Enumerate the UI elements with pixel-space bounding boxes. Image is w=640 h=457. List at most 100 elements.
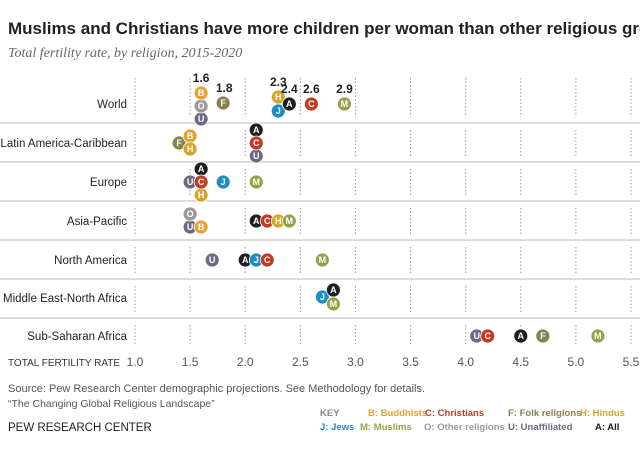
dot-circle [314,252,330,268]
dot-letter: U [473,331,480,341]
dot-letter: C [484,331,491,341]
dot-circle [215,95,231,111]
dot-letter: U [253,151,260,161]
key-item-C: C: Christians [425,408,484,419]
dot-circle [281,213,297,229]
dot-C: C [480,328,496,344]
dot-M: M [248,174,264,190]
x-tick-label: 3.5 [402,355,419,369]
region-row: Europe UH AC J M [90,161,264,203]
dot-circle [204,252,220,268]
region-label: North America [54,255,127,267]
dot-circle [337,96,352,112]
key-item-U: U: Unaffiliated [508,422,573,433]
dot-circle [270,103,286,119]
region-row: Latin America-Caribbean FBH U AC [0,122,264,164]
dot-letter: F [220,98,226,108]
dot-circle [513,328,529,344]
dot-letter: M [286,216,294,226]
key-item-A: A: All [595,422,619,433]
dot-J: J [215,174,231,190]
dot-circle [281,96,297,112]
dot-F: F [171,135,187,151]
dot-A: A [513,328,529,344]
dot-letter: H [275,216,282,226]
dot-C: C [248,135,264,151]
dot-M: M [590,328,606,344]
data-label: 2.9 [336,82,353,96]
dot-letter: U [187,177,194,187]
dot-letter: M [252,177,260,187]
dot-M: M [314,252,330,268]
key-title: KEY [320,408,340,419]
region-label: Sub-Saharan Africa [27,331,127,343]
dot-M: M [337,96,352,112]
dot-M: M [281,213,297,229]
region-label: Latin America-Caribbean [0,138,127,150]
x-tick-label: 2.0 [237,355,254,369]
dot-letter: A [198,164,205,174]
dot-letter: H [187,144,194,154]
key-item-O: O: Other religions [424,422,505,433]
dot-letter: A [330,285,337,295]
dot-letter: U [187,222,194,232]
dot-letter: A [242,255,249,265]
dot-letter: O [198,101,205,111]
dot-circle [480,328,496,344]
data-label: 2.3 [270,75,287,89]
key-item-F: F: Folk religions [508,408,581,419]
dot-circle [215,174,231,190]
dot-letter: C [253,138,260,148]
dot-U: U [182,174,198,190]
dot-letter: J [221,177,226,187]
dot-A: A [193,161,209,177]
dot-letter: F [540,331,546,341]
x-tick-label: 4.0 [457,355,474,369]
region-label: Middle East-North Africa [3,293,128,305]
dot-letter: H [198,190,205,200]
dot-letter: B [187,131,194,141]
dot-circle [182,141,198,157]
dot-circle [182,206,198,222]
dot-letter: C [308,99,315,109]
dot-circle [314,289,330,305]
region-row: Sub-Saharan Africa U C A F M [27,328,606,344]
dot-letter: A [253,125,260,135]
dot-letter: J [276,106,281,116]
chart-title: Muslims and Christians have more childre… [8,19,640,38]
key-item-J: J: Jews [320,422,354,433]
region-row: North America U A J C M [54,252,330,268]
region-row: Middle East-North Africa JAM [3,282,341,312]
dot-H: H [182,141,198,157]
dot-letter: U [209,255,216,265]
dot-B: B [193,219,209,235]
dot-letter: H [275,92,282,102]
dot-letter: M [341,99,349,109]
dot-M: M [325,296,341,312]
region-label: Asia-Pacific [67,216,127,228]
dot-circle [193,219,209,235]
dot-letter: C [264,216,271,226]
data-label: 2.6 [303,82,320,96]
dot-letter: A [286,99,293,109]
x-tick-label: 1.5 [182,355,199,369]
region-row: Asia-Pacific UOB A C H M [67,206,297,235]
dot-B: B [193,85,209,101]
dot-circle [590,328,606,344]
region-label: Europe [90,177,127,189]
dot-J: J [314,289,330,305]
dot-circle [248,135,264,151]
x-tick-label: 5.5 [623,355,640,369]
dot-circle [303,96,319,112]
x-axis-label: TOTAL FERTILITY RATE [8,358,120,369]
dot-circle [193,85,209,101]
dot-circle [259,252,275,268]
dot-U: U [248,148,264,164]
dot-A: A [325,282,341,298]
dot-letter: C [264,255,271,265]
dot-letter: J [320,292,325,302]
x-tick-label: 1.0 [127,355,144,369]
dot-F: F [215,95,231,111]
dot-J: J [270,103,286,119]
